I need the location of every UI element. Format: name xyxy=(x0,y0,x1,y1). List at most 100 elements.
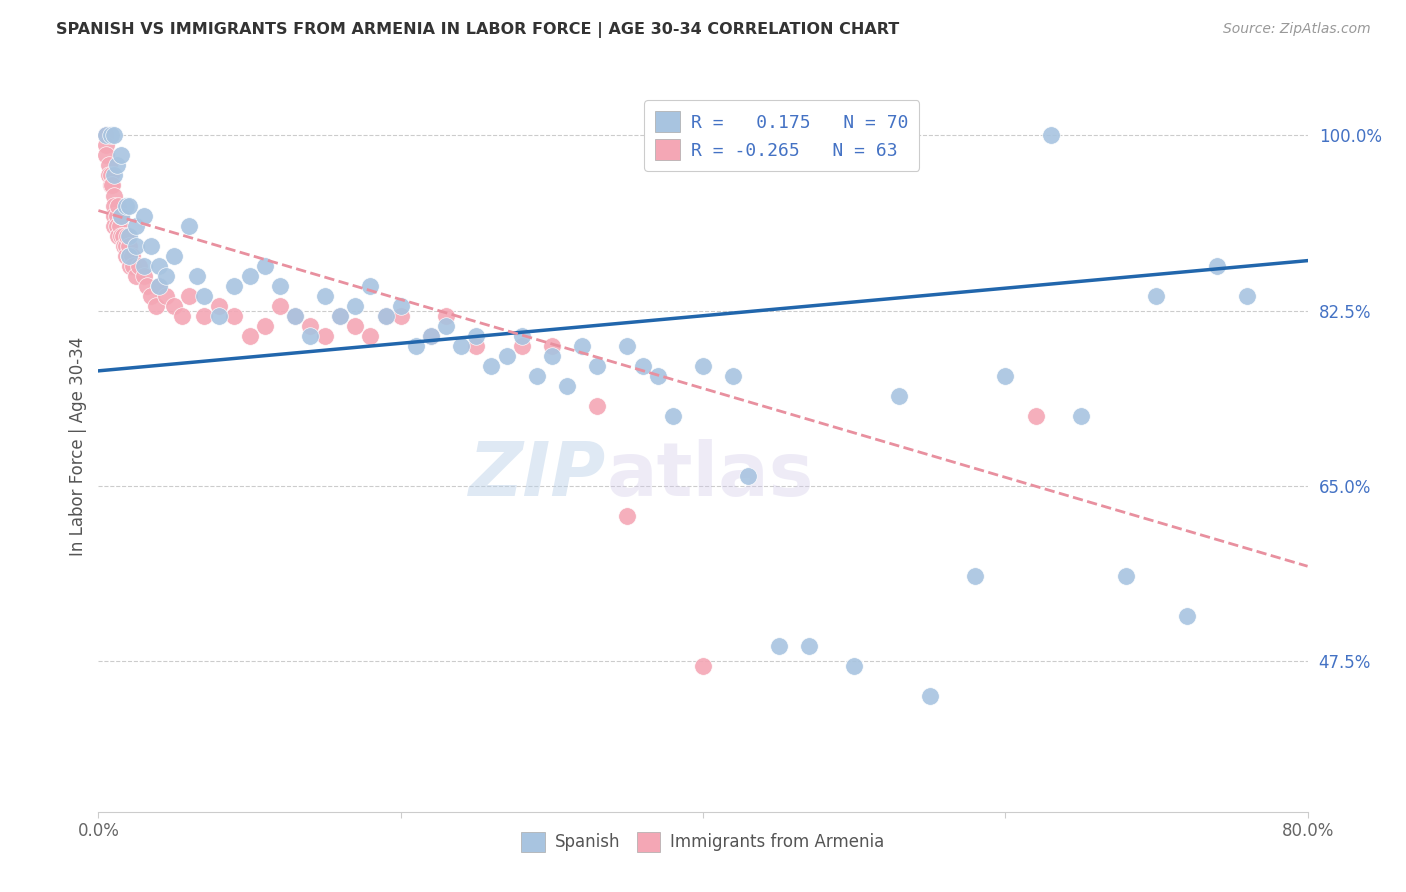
Point xyxy=(118,228,141,243)
Point xyxy=(125,219,148,233)
Point xyxy=(374,309,396,323)
Point xyxy=(108,219,131,233)
Point xyxy=(100,178,122,193)
Point xyxy=(111,228,134,243)
Y-axis label: In Labor Force | Age 30-34: In Labor Force | Age 30-34 xyxy=(69,336,87,556)
Point xyxy=(114,238,136,252)
Point xyxy=(540,339,562,353)
Point xyxy=(284,309,307,323)
Point xyxy=(360,278,382,293)
Text: ZIP: ZIP xyxy=(470,439,606,512)
Point xyxy=(125,268,148,283)
Point xyxy=(110,209,132,223)
Point xyxy=(737,469,759,483)
Point xyxy=(314,289,336,303)
Point xyxy=(170,309,193,323)
Point xyxy=(107,228,129,243)
Point xyxy=(193,309,215,323)
Point xyxy=(121,249,143,263)
Point xyxy=(101,178,124,193)
Point xyxy=(844,659,866,673)
Point xyxy=(616,509,638,524)
Point xyxy=(148,278,170,293)
Point xyxy=(1236,289,1258,303)
Point xyxy=(405,339,427,353)
Point xyxy=(118,198,141,212)
Point xyxy=(586,359,609,373)
Point xyxy=(155,289,177,303)
Point xyxy=(647,368,669,383)
Point xyxy=(450,339,472,353)
Point xyxy=(269,299,291,313)
Point xyxy=(114,198,136,212)
Point xyxy=(434,309,457,323)
Point xyxy=(389,299,412,313)
Point xyxy=(128,259,150,273)
Point xyxy=(631,359,654,373)
Point xyxy=(94,128,117,143)
Point xyxy=(105,209,128,223)
Point xyxy=(692,659,714,673)
Point xyxy=(344,318,367,333)
Point xyxy=(125,238,148,252)
Point xyxy=(132,259,155,273)
Point xyxy=(239,268,262,283)
Point xyxy=(132,209,155,223)
Point xyxy=(692,359,714,373)
Point xyxy=(481,359,503,373)
Point xyxy=(135,278,157,293)
Point xyxy=(224,278,246,293)
Text: Source: ZipAtlas.com: Source: ZipAtlas.com xyxy=(1223,22,1371,37)
Point xyxy=(389,309,412,323)
Point xyxy=(132,268,155,283)
Point xyxy=(420,328,443,343)
Point xyxy=(94,128,117,143)
Point xyxy=(1206,259,1229,273)
Point xyxy=(889,389,911,403)
Point xyxy=(94,148,117,162)
Point xyxy=(284,309,307,323)
Point xyxy=(526,368,548,383)
Point xyxy=(918,690,941,704)
Point xyxy=(1175,609,1198,624)
Point xyxy=(299,328,322,343)
Point xyxy=(105,158,128,172)
Point xyxy=(299,318,322,333)
Point xyxy=(193,289,215,303)
Point xyxy=(179,219,201,233)
Point xyxy=(118,238,141,252)
Point xyxy=(329,309,352,323)
Point xyxy=(994,368,1017,383)
Point xyxy=(1039,128,1062,143)
Point xyxy=(253,318,276,333)
Point xyxy=(314,328,336,343)
Text: atlas: atlas xyxy=(606,439,814,512)
Point xyxy=(112,238,135,252)
Point xyxy=(616,339,638,353)
Point xyxy=(1024,409,1046,423)
Point xyxy=(103,128,125,143)
Point xyxy=(723,368,745,383)
Point xyxy=(148,259,170,273)
Point xyxy=(797,640,820,654)
Point xyxy=(465,339,488,353)
Point xyxy=(141,289,163,303)
Point xyxy=(224,309,246,323)
Point xyxy=(118,249,141,263)
Point xyxy=(661,409,683,423)
Point xyxy=(360,328,382,343)
Point xyxy=(465,328,488,343)
Point xyxy=(586,399,609,413)
Point xyxy=(107,198,129,212)
Point xyxy=(145,299,167,313)
Point xyxy=(344,299,367,313)
Point xyxy=(155,268,177,283)
Point xyxy=(434,318,457,333)
Point xyxy=(103,169,125,183)
Point xyxy=(510,328,533,343)
Point xyxy=(239,328,262,343)
Point xyxy=(540,349,562,363)
Point xyxy=(1070,409,1092,423)
Point xyxy=(115,228,138,243)
Point xyxy=(965,569,987,583)
